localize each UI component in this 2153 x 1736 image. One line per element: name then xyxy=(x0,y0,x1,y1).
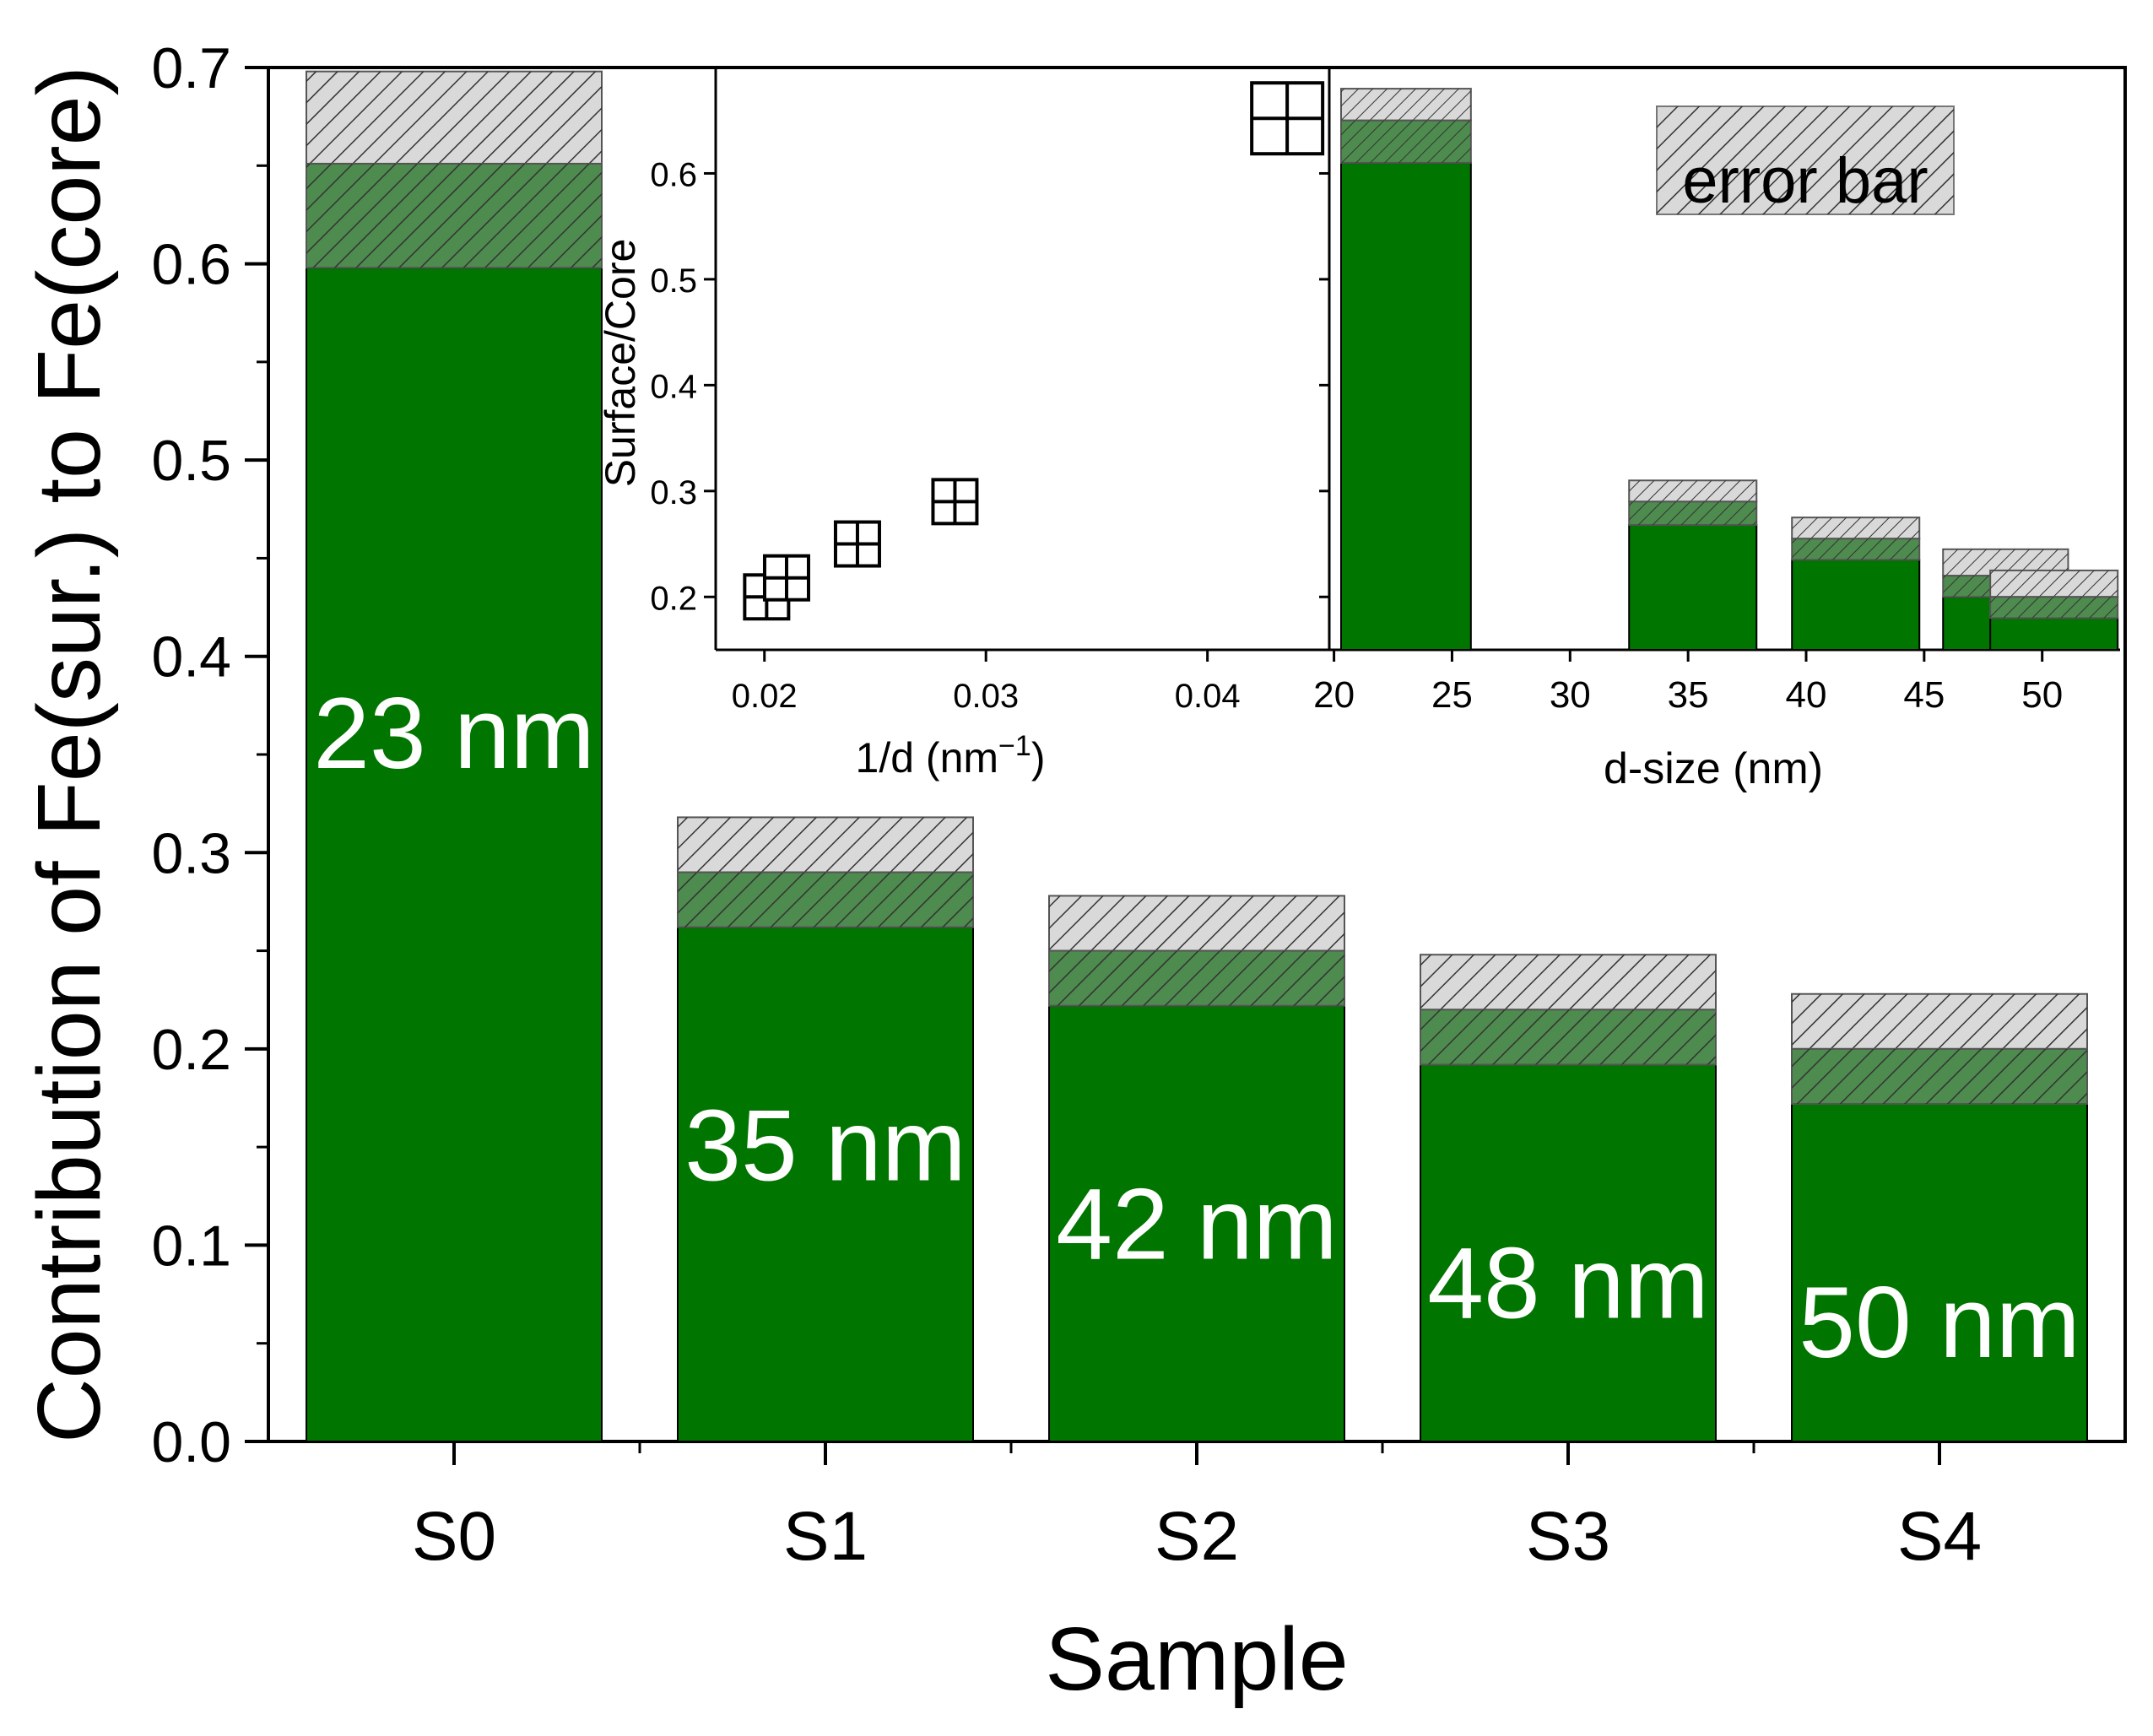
y-tick-label: 0.7 xyxy=(151,36,231,100)
y-tick-label: 0.2 xyxy=(151,1018,231,1082)
inset-scatter-x-label-end: ) xyxy=(1031,734,1046,781)
x-tick-label-S2: S2 xyxy=(1155,1498,1239,1575)
inset-dsize-x-tick-label: 20 xyxy=(1313,674,1355,716)
bar-label-S2: 42 nm xyxy=(1056,1168,1338,1281)
bar-label-S1: 35 nm xyxy=(684,1090,966,1203)
bar-S2 xyxy=(1048,1004,1345,1442)
dsize-error-inner-2-hatch xyxy=(1792,538,1920,560)
dsize-error-outer-0-hatch xyxy=(1340,89,1471,121)
legend-swatch-hatch xyxy=(1657,106,1954,214)
x-tick-label-S4: S4 xyxy=(1897,1498,1982,1575)
inset-dsize-x-tick-label: 40 xyxy=(1786,674,1827,716)
main-axes: S0 S1 S2 S3 S4 0.0 0.1 0.2 0.3 0.4 0.5 0.6 0.7 xyxy=(151,36,1982,1575)
dsize-bar-2 xyxy=(1791,559,1921,652)
y-tick-label: 0.6 xyxy=(151,233,231,297)
y-tick-label: 0.3 xyxy=(151,821,231,885)
error-band-outer-S0-hatch xyxy=(306,71,602,164)
inset-scatter-x-axis-title: 1/d (nm−1) xyxy=(856,730,1046,781)
dsize-bar-4 xyxy=(1989,617,2119,652)
inset-dsize-plot: 20 25 30 35 40 45 50 xyxy=(1313,88,2120,716)
error-band-inner-S1-hatch xyxy=(678,872,973,927)
bar-label-S0: 23 nm xyxy=(313,677,595,790)
inset-scatter-y-tick-label: 0.2 xyxy=(650,580,697,617)
error-band-inner-S4-hatch xyxy=(1792,1048,2087,1104)
main-y-axis-title: Contribution of Fe(sur.) to Fe(core) xyxy=(19,66,119,1443)
bar-S3 xyxy=(1420,1063,1717,1443)
inset-scatter-y-tick-label: 0.4 xyxy=(650,368,697,405)
x-tick-label-S1: S1 xyxy=(783,1498,868,1575)
error-band-inner-S2-hatch xyxy=(1049,950,1344,1006)
dsize-bar-1 xyxy=(1628,523,1758,651)
inset-scatter-x-tick-label: 0.03 xyxy=(953,678,1019,715)
bar-label-S4: 50 nm xyxy=(1799,1266,2080,1379)
dsize-error-outer-1-hatch xyxy=(1629,480,1757,502)
dsize-error-inner-4-hatch xyxy=(1990,597,2118,619)
dsize-bar-0 xyxy=(1339,161,1472,651)
inset-dsize-x-tick-label: 35 xyxy=(1668,674,1709,716)
dsize-error-outer-2-hatch xyxy=(1792,517,1920,539)
inset-scatter-x-tick-label: 0.04 xyxy=(1175,678,1241,715)
legend-label: error bar xyxy=(1682,145,1928,217)
inset-scatter-y-axis-title: Surface/Core xyxy=(597,239,644,488)
inset-dsize-x-tick-label: 45 xyxy=(1903,674,1945,716)
scatter-point xyxy=(762,554,810,602)
legend: error bar xyxy=(1656,105,1955,217)
y-tick-label: 0.4 xyxy=(151,625,231,690)
error-band-outer-S3-hatch xyxy=(1420,955,1716,1010)
inset-scatter-y-tick-label: 0.3 xyxy=(650,474,697,511)
error-band-outer-S2-hatch xyxy=(1049,895,1344,951)
inset-dsize-x-axis-title: d-size (nm) xyxy=(1604,744,1823,793)
main-x-axis-title: Sample xyxy=(1045,1609,1348,1709)
scatter-point xyxy=(833,520,881,568)
bar-label-S3: 48 nm xyxy=(1427,1226,1709,1339)
x-tick-label-S0: S0 xyxy=(412,1498,496,1575)
dsize-error-inner-1-hatch xyxy=(1629,501,1757,525)
inset-scatter-x-tick-label: 0.02 xyxy=(732,678,798,715)
y-tick-label: 0.5 xyxy=(151,429,231,493)
inset-dsize-x-tick-label: 50 xyxy=(2021,674,2063,716)
inset-scatter-x-label-main: 1/d (nm xyxy=(856,734,999,781)
inset-scatter-y-tick-label: 0.6 xyxy=(650,156,697,193)
error-band-inner-S0-hatch xyxy=(306,163,602,268)
bar-S0 xyxy=(306,267,603,1442)
inset-scatter-plot: 0.2 0.3 0.4 0.5 0.6 0.02 0.03 0.04 xyxy=(650,68,1331,715)
error-band-outer-S1-hatch xyxy=(678,817,973,873)
inset-scatter-y-tick-label: 0.5 xyxy=(650,262,697,300)
scatter-point xyxy=(1250,81,1325,156)
y-tick-label: 0.0 xyxy=(151,1410,231,1474)
dsize-error-outer-4-hatch xyxy=(1990,570,2118,598)
y-tick-label: 0.1 xyxy=(151,1214,231,1278)
bar-S1 xyxy=(677,926,974,1442)
inset-dsize-x-tick-label: 30 xyxy=(1550,674,1591,716)
bar-S4 xyxy=(1791,1102,2088,1443)
scatter-point xyxy=(931,478,979,526)
x-tick-label-S3: S3 xyxy=(1526,1498,1610,1575)
main-bars: 23 nm 35 nm 42 nm 48 nm 50 nm xyxy=(306,70,2088,1443)
inset-scatter-x-label-superscript: −1 xyxy=(998,730,1031,762)
error-band-outer-S4-hatch xyxy=(1792,993,2087,1049)
inset-dsize-x-tick-label: 25 xyxy=(1431,674,1473,716)
error-band-inner-S3-hatch xyxy=(1420,1009,1716,1065)
dsize-error-inner-0-hatch xyxy=(1340,120,1471,163)
